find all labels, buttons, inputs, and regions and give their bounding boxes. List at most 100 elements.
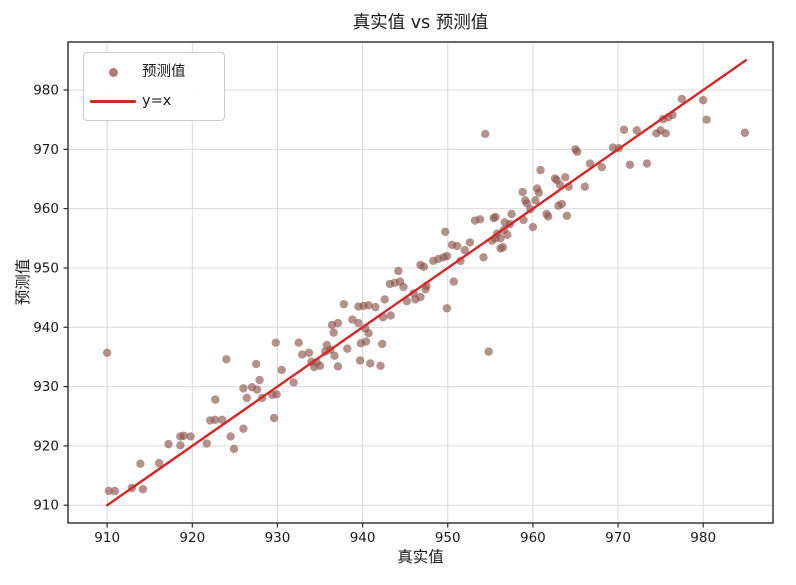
scatter-point	[536, 165, 545, 175]
scatter-point	[339, 299, 349, 309]
scatter-point	[642, 159, 652, 168]
y-tick-label: 970	[33, 142, 59, 158]
scatter-point	[239, 424, 248, 433]
scatter-point	[503, 230, 512, 239]
scatter-point	[271, 338, 280, 347]
scatter-point	[154, 458, 164, 468]
scatter-point	[619, 125, 629, 134]
y-tick-label: 910	[33, 498, 59, 514]
y-tick-label: 950	[33, 260, 59, 276]
scatter-point	[110, 486, 120, 496]
scatter-point	[440, 227, 450, 236]
scatter-point	[460, 245, 469, 255]
scatter-point	[179, 431, 188, 441]
x-tick-label: 970	[605, 530, 631, 546]
scatter-point	[677, 94, 687, 104]
x-tick-label: 960	[520, 530, 546, 546]
scatter-point	[557, 199, 567, 209]
scatter-point	[251, 359, 261, 369]
scatter-point	[355, 356, 365, 365]
scatter-point	[561, 173, 570, 182]
scatter-point	[465, 238, 475, 247]
scatter-point	[252, 385, 262, 394]
scatter-point	[239, 384, 248, 393]
scatter-point	[377, 339, 387, 349]
legend-entry-line: y=x	[84, 87, 224, 116]
plot-border	[67, 41, 774, 524]
scatter-marker-icon	[108, 67, 118, 77]
scatter-point	[211, 395, 220, 404]
scatter-point	[452, 241, 462, 251]
scatter-point	[740, 128, 750, 137]
identity-line	[105, 59, 747, 507]
scatter-point	[544, 212, 553, 221]
scatter-point	[491, 212, 500, 222]
scatter-point	[376, 361, 385, 371]
scatter-point	[272, 390, 281, 399]
scatter-point	[304, 348, 314, 357]
scatter-point	[226, 432, 235, 441]
x-tick-label: 920	[179, 530, 205, 546]
y-tick-label: 960	[33, 201, 59, 217]
scatter-point	[333, 362, 343, 371]
scatter-point	[361, 337, 371, 346]
scatter-point	[380, 295, 389, 304]
scatter-point	[255, 375, 264, 385]
scatter-point	[661, 129, 670, 138]
x-tick-label: 940	[350, 530, 376, 546]
scatter-point	[521, 196, 530, 205]
scatter-point	[164, 439, 173, 449]
scatter-point	[269, 413, 279, 423]
chart-title: 真实值 vs 预测值	[352, 13, 489, 33]
scatter-point	[364, 329, 373, 338]
scatter-point	[442, 304, 452, 313]
scatter-point	[419, 262, 429, 271]
scatter-point	[222, 355, 231, 364]
x-tick-label: 930	[265, 530, 291, 546]
scatter-point	[138, 484, 148, 494]
scatter-point	[496, 234, 505, 243]
scatter-point	[442, 251, 452, 261]
scatter-point	[202, 439, 211, 448]
scatter-point	[597, 162, 607, 172]
x-tick-label: 980	[690, 530, 716, 546]
scatter-point	[104, 486, 114, 496]
scatter-point	[475, 215, 485, 224]
x-tick-label: 950	[435, 530, 461, 546]
x-axis-label: 真实值	[397, 548, 444, 566]
legend-marker-cell	[84, 67, 142, 77]
scatter-point	[217, 415, 227, 425]
scatter-point	[394, 266, 403, 276]
scatter-point	[585, 159, 595, 168]
legend-entry-scatter: 预测值	[84, 58, 224, 87]
scatter-point	[562, 211, 572, 220]
scatter-point	[277, 365, 286, 375]
line-marker-icon	[90, 99, 136, 103]
scatter-point	[229, 444, 239, 454]
scatter-point	[176, 441, 185, 450]
scatter-point	[484, 347, 493, 356]
scatter-point	[531, 196, 540, 205]
scatter-point	[534, 188, 544, 197]
legend-label-scatter: 预测值	[142, 63, 186, 80]
y-tick-label: 940	[33, 320, 59, 336]
scatter-point	[399, 282, 408, 292]
legend: 预测值 y=x	[83, 52, 225, 121]
scatter-point	[479, 253, 488, 262]
scatter-point	[580, 182, 590, 191]
scatter-point	[496, 244, 505, 253]
scatter-point	[136, 459, 145, 468]
scatter-point	[625, 160, 635, 169]
scatter-point	[632, 126, 641, 135]
scatter-point	[289, 378, 298, 387]
scatter-point	[702, 115, 711, 124]
y-tick-label: 920	[33, 438, 59, 454]
scatter-point	[518, 187, 527, 197]
scatter-point	[354, 318, 363, 328]
scatter-point	[386, 311, 395, 320]
scatter-point	[102, 348, 112, 357]
scatter-point	[528, 222, 538, 232]
legend-marker-cell	[84, 99, 142, 103]
